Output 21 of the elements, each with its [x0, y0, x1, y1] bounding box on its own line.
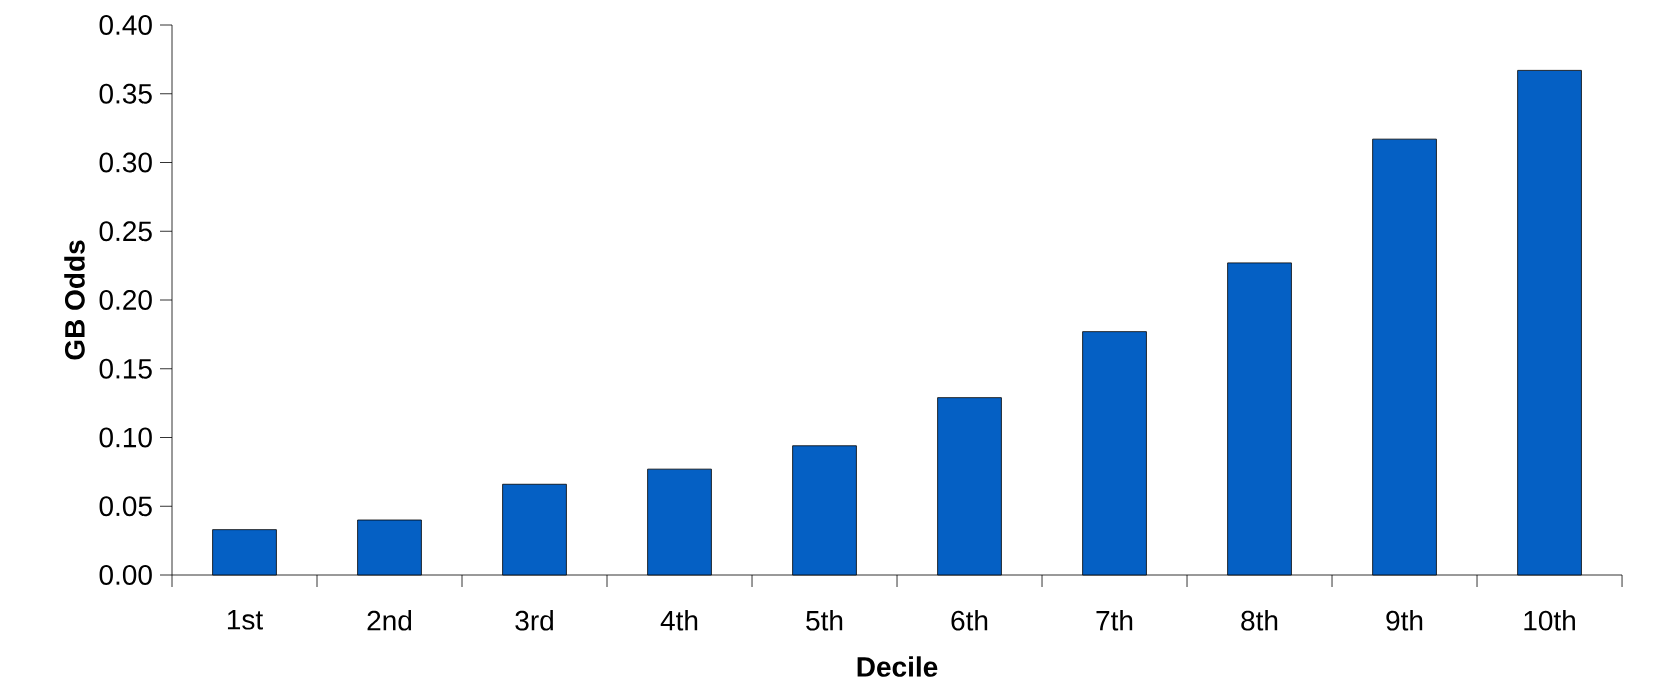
x-tick-label: 2nd — [367, 610, 412, 631]
x-tick-label: 4th — [660, 610, 698, 631]
y-axis-title: GB Odds — [64, 240, 85, 360]
x-tick-label: 3rd — [515, 610, 553, 631]
y-tick-label: 0.00 — [99, 565, 152, 585]
y-tick-label: 0.15 — [99, 358, 152, 379]
x-tick-label: 8th — [1241, 610, 1278, 631]
x-tick-label: 5th — [806, 610, 843, 631]
y-tick-label: 0.20 — [99, 290, 152, 310]
x-axis-title: Decile — [857, 656, 938, 677]
y-tick-label: 0.10 — [99, 427, 152, 448]
y-tick-label: 0.40 — [99, 15, 152, 35]
x-tick-label: 10th — [1524, 610, 1575, 631]
x-tick-label: 6th — [951, 610, 988, 631]
x-tick-label: 7th — [1096, 610, 1133, 631]
y-tick-label: 0.05 — [99, 496, 152, 517]
y-tick-label: 0.25 — [99, 221, 152, 242]
y-tick-label: 0.35 — [99, 83, 152, 104]
x-tick-label: 1st — [227, 610, 263, 630]
y-tick-label: 0.30 — [99, 152, 152, 173]
x-tick-label: 9th — [1386, 610, 1423, 631]
